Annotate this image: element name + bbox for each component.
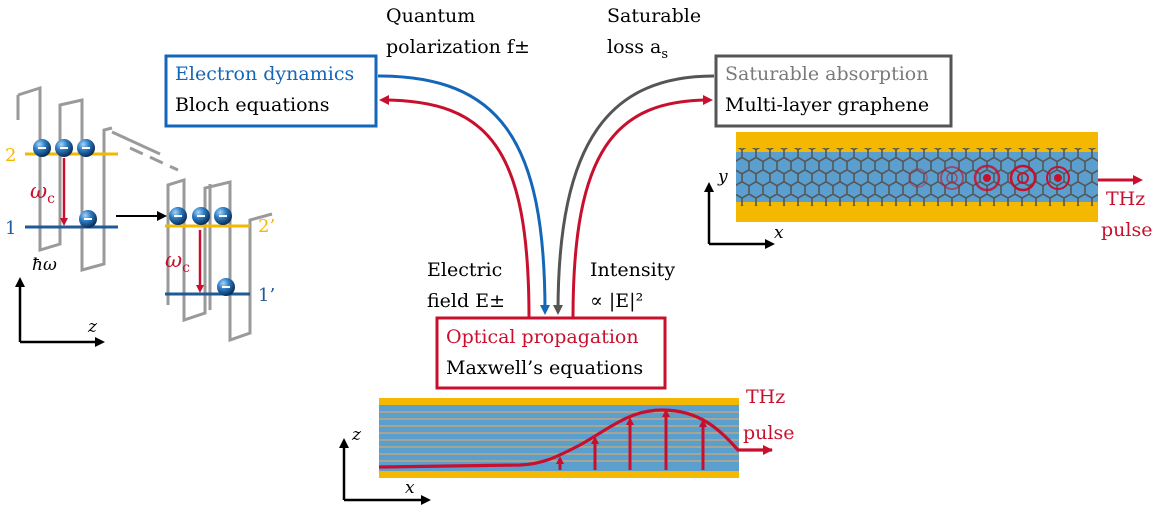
level-1p-label: 1’	[258, 285, 275, 306]
level-1-label: 1	[5, 218, 16, 239]
multilayer-graphene-label: Multi-layer graphene	[725, 94, 929, 116]
saturable-absorption-box: Saturable absorption Multi-layer graphen…	[714, 54, 953, 128]
x-axis-label-top: x	[774, 223, 784, 243]
well-barrier-dashed	[129, 146, 179, 172]
graphene-lattice	[736, 148, 1098, 206]
y-axis-label: y	[717, 167, 728, 187]
quantum-label-2: polarization f±	[386, 36, 530, 58]
field-arrows	[556, 409, 707, 470]
hbar-omega-label: ħω	[32, 255, 57, 275]
level-2-label: 2	[5, 145, 16, 166]
z-axis-label: z	[87, 317, 98, 337]
maxwell-equations-label: Maxwell’s equations	[446, 357, 643, 379]
polarization-arrow	[377, 74, 550, 315]
saturable-label-2: loss as	[607, 36, 668, 62]
intensity-arrow	[571, 95, 713, 319]
thz-label-bottom-1: THz	[746, 386, 785, 408]
bloch-equations-label: Bloch equations	[175, 94, 330, 116]
electron-dynamics-title: Electron dynamics	[175, 63, 354, 85]
pulse-envelope	[378, 408, 772, 469]
x-axis-label-bottom: x	[405, 478, 415, 498]
electron-dynamics-box: Electron dynamics Bloch equations	[164, 54, 378, 128]
optical-propagation-title: Optical propagation	[446, 326, 639, 348]
thz-label-top-2: pulse	[1101, 219, 1152, 241]
thz-label-top-1: THz	[1106, 188, 1145, 210]
electric-label-1: Electric	[427, 259, 502, 281]
quantum-label-1: Quantum	[386, 5, 475, 27]
saturable-label-1: Saturable	[607, 5, 701, 27]
intensity-label-2: ∝ |E|²	[590, 290, 643, 312]
omega-c-label-1: ωc	[30, 179, 55, 207]
saturable-loss-arrow	[553, 74, 715, 315]
z-axis-label-bottom: z	[351, 425, 362, 445]
omega-c-label-2: ωc	[165, 248, 190, 276]
well-1-profile	[17, 85, 113, 272]
saturable-absorption-title: Saturable absorption	[725, 63, 928, 85]
electric-label-2: field E±	[427, 290, 505, 312]
quantum-well-diagram: 2 1 2’ 1’ ωc ωc ħω z	[5, 85, 275, 347]
electron-icons	[33, 139, 235, 296]
graphene-waveguide: THz pulse y x	[704, 132, 1152, 249]
field-arrow	[379, 95, 531, 319]
bottom-waveguide: THz pulse z x	[339, 386, 794, 505]
optical-propagation-box: Optical propagation Maxwell’s equations	[435, 316, 667, 390]
level-2p-label: 2’	[258, 216, 275, 237]
well-barrier	[111, 130, 161, 156]
coupling-arrows	[377, 74, 715, 319]
thz-label-bottom-2: pulse	[743, 422, 794, 444]
field-vortices	[908, 164, 1070, 192]
intensity-label-1: Intensity	[590, 259, 675, 281]
